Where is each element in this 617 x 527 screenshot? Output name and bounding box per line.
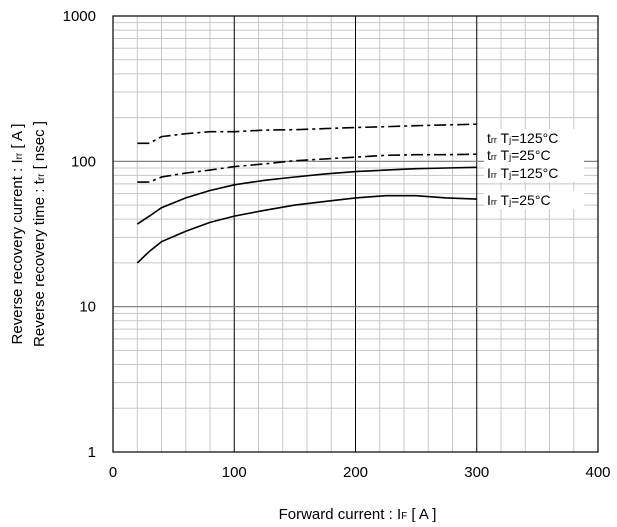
plot-frame <box>112 15 599 453</box>
series-label-4: Irr Tj=25°C <box>487 192 551 208</box>
x-tick-label: 200 <box>343 464 368 481</box>
annotation-bg <box>484 164 584 182</box>
annotation-bg <box>484 146 584 164</box>
annotation-bg <box>484 191 584 209</box>
grid-lines <box>113 16 598 452</box>
x-tick-label: 0 <box>109 464 117 481</box>
y-axis-title-1: Reverse recovery current : Irr [ A ] <box>9 124 26 345</box>
series-label-3: Irr Tj=125°C <box>487 165 558 181</box>
series-label-1: trr Tj=125°C <box>487 130 558 146</box>
y-tick-label: 10 <box>79 299 96 316</box>
y-tick-label: 1 <box>88 444 96 461</box>
series-line-4 <box>136 194 477 264</box>
y-tick-label: 100 <box>71 153 96 170</box>
series-line-2 <box>137 153 477 183</box>
x-axis-title: Forward current : IF [ A ] <box>279 506 437 523</box>
x-tick-label: 400 <box>585 464 610 481</box>
series-label-2: trr Tj=25°C <box>487 147 551 163</box>
x-tick-label: 300 <box>464 464 489 481</box>
series-line-3 <box>136 166 477 225</box>
x-tick-label: 100 <box>222 464 247 481</box>
series-line-1 <box>137 123 477 145</box>
y-tick-label: 1000 <box>63 8 96 25</box>
annotation-bg <box>484 129 584 147</box>
y-axis-title-2: Reverse recovery time : trr [ nsec ] <box>31 121 48 347</box>
